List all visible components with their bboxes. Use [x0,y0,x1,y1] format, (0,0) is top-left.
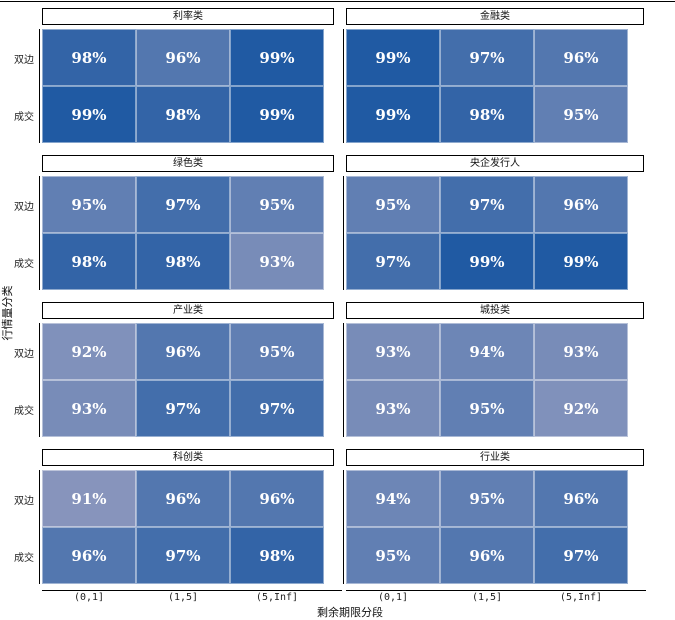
heatmap-cell: 99% [230,29,324,86]
heatmap-cell: 99% [534,233,628,290]
facet-panel: 产业类 92% 96% 95% 93% 97% 97% [42,302,334,437]
heatmap-cell: 92% [534,380,628,437]
y-tick-label: 双边 [14,201,34,213]
heatmap-cell: 95% [230,176,324,233]
x-tick-label: (0,1] [377,592,409,603]
y-axis-line [39,470,40,584]
heatmap-cell: 94% [440,323,534,380]
heatmap-cell: 93% [346,380,440,437]
x-axis-line [42,590,342,591]
heatmap-cell: 99% [230,86,324,143]
heatmap-cell: 95% [346,176,440,233]
heatmap-cell: 99% [42,86,136,143]
facet-title: 城投类 [346,302,644,319]
y-tick-label: 双边 [14,54,34,66]
facet-title: 行业类 [346,449,644,466]
y-axis-line [343,176,344,290]
heatmap-grid: 91% 96% 96% 96% 97% 98% [42,470,324,584]
heatmap-cell: 95% [440,380,534,437]
heatmap-cell: 97% [230,380,324,437]
heatmap-grid: 93% 94% 93% 93% 95% 92% [346,323,628,437]
heatmap-cell: 94% [346,470,440,527]
y-axis-line [39,29,40,143]
y-tick-label: 成交 [14,258,34,270]
heatmap-grid: 95% 97% 96% 97% 99% 99% [346,176,628,290]
y-axis-line [39,176,40,290]
heatmap-cell: 93% [534,323,628,380]
y-axis-line [343,470,344,584]
facet-panel: 利率类 98% 96% 99% 99% 98% 99% [42,8,334,143]
heatmap-cell: 98% [42,233,136,290]
heatmap-cell: 98% [42,29,136,86]
y-axis-line [343,29,344,143]
x-tick-label: (1,5] [471,592,503,603]
x-axis-title: 剩余期限分段 [317,606,383,619]
heatmap-cell: 96% [136,29,230,86]
heatmap-cell: 97% [440,29,534,86]
x-tick-label: (0,1] [73,592,105,603]
heatmap-grid: 99% 97% 96% 99% 98% 95% [346,29,628,143]
heatmap-cell: 96% [534,29,628,86]
y-tick-label: 成交 [14,552,34,564]
facet-title: 金融类 [346,8,644,25]
heatmap-cell: 99% [440,233,534,290]
heatmap-cell: 95% [440,470,534,527]
heatmap-grid: 95% 97% 95% 98% 98% 93% [42,176,324,290]
heatmap-cell: 96% [534,470,628,527]
x-tick-label: (1,5] [167,592,199,603]
heatmap-cell: 96% [136,323,230,380]
facet-title: 利率类 [42,8,334,25]
facet-panel: 科创类 91% 96% 96% 96% 97% 98% [42,449,334,584]
heatmap-cell: 97% [136,380,230,437]
x-axis-line [346,590,646,591]
heatmap-cell: 93% [230,233,324,290]
heatmap-cell: 99% [346,29,440,86]
heatmap-cell: 95% [230,323,324,380]
facet-panel: 城投类 93% 94% 93% 93% 95% 92% [346,302,644,437]
heatmap-cell: 99% [346,86,440,143]
y-tick-label: 双边 [14,495,34,507]
heatmap-cell: 95% [534,86,628,143]
heatmap-cell: 98% [136,86,230,143]
top-rule [0,1,675,2]
facet-title: 绿色类 [42,155,334,172]
heatmap-cell: 98% [136,233,230,290]
facet-title: 科创类 [42,449,334,466]
heatmap-cell: 93% [346,323,440,380]
y-tick-label: 成交 [14,405,34,417]
heatmap-cell: 96% [534,176,628,233]
x-tick-label: (5,Inf] [255,592,299,603]
heatmap-cell: 91% [42,470,136,527]
facet-title: 央企发行人 [346,155,644,172]
heatmap-cell: 98% [440,86,534,143]
heatmap-cell: 96% [440,527,534,584]
heatmap-cell: 93% [42,380,136,437]
y-axis-line [343,323,344,437]
heatmap-cell: 96% [136,470,230,527]
heatmap-grid: 92% 96% 95% 93% 97% 97% [42,323,324,437]
heatmap-cell: 96% [230,470,324,527]
heatmap-cell: 97% [346,233,440,290]
facet-title: 产业类 [42,302,334,319]
facet-panel: 行业类 94% 95% 96% 95% 96% 97% [346,449,644,584]
heatmap-cell: 95% [346,527,440,584]
heatmap-cell: 95% [42,176,136,233]
y-tick-label: 成交 [14,111,34,123]
x-tick-label: (5,Inf] [559,592,603,603]
heatmap-cell: 97% [136,527,230,584]
heatmap-cell: 96% [42,527,136,584]
facet-panel: 绿色类 95% 97% 95% 98% 98% 93% [42,155,334,290]
facet-panel: 金融类 99% 97% 96% 99% 98% 95% [346,8,644,143]
facet-panel: 央企发行人 95% 97% 96% 97% 99% 99% [346,155,644,290]
y-axis-title: 行情量分类 [1,285,14,341]
y-tick-label: 双边 [14,348,34,360]
heatmap-cell: 92% [42,323,136,380]
y-axis-line [39,323,40,437]
heatmap-cell: 97% [440,176,534,233]
heatmap-grid: 94% 95% 96% 95% 96% 97% [346,470,628,584]
heatmap-grid: 98% 96% 99% 99% 98% 99% [42,29,324,143]
heatmap-cell: 98% [230,527,324,584]
heatmap-cell: 97% [534,527,628,584]
heatmap-cell: 97% [136,176,230,233]
